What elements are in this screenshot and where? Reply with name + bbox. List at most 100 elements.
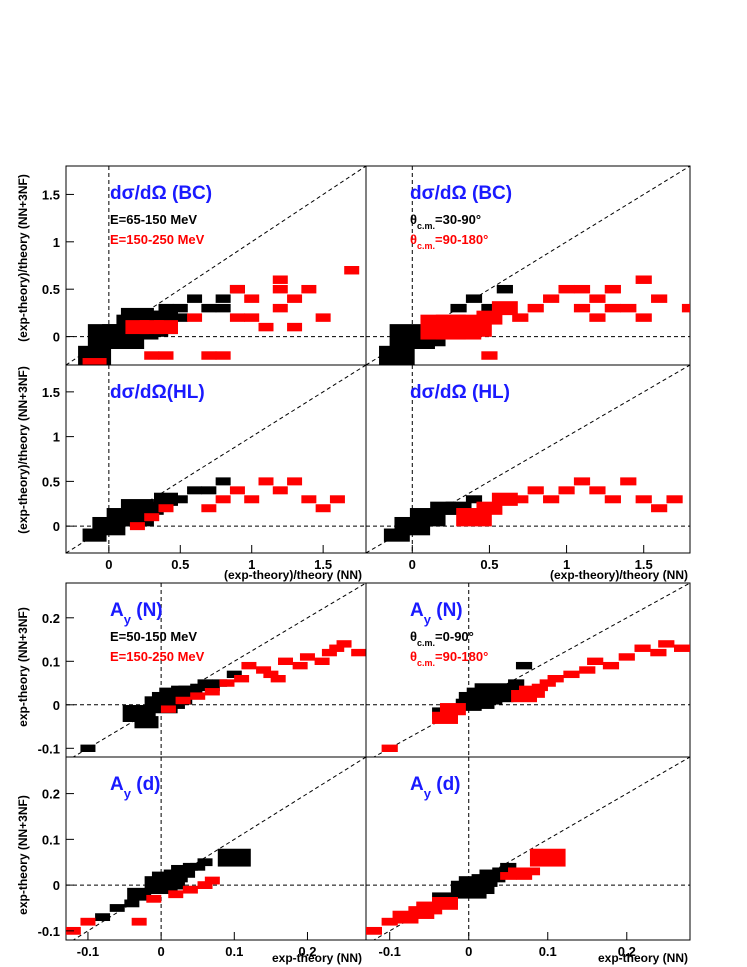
data-box-0-0-9: [158, 303, 174, 313]
data-box-0-1-14: [272, 284, 288, 294]
panel-title-2: dσ/dΩ(HL): [110, 382, 205, 403]
data-box-6-1-2: [131, 917, 147, 926]
data-box-4-1-7: [256, 666, 272, 674]
data-box-0-1-15: [272, 303, 288, 313]
data-box-6-1-4: [168, 890, 184, 899]
diagonal-line-7: [372, 757, 690, 940]
data-box-5-1-6: [539, 679, 556, 687]
data-box-4-1-15: [336, 640, 352, 648]
data-box-2-0-7: [172, 495, 188, 504]
x-tick-label-7-2: 0.1: [539, 944, 557, 959]
data-box-7-1-10: [529, 848, 566, 867]
data-box-4-1-13: [314, 657, 330, 665]
legend-entry-5-1: θc.m.=90-180°: [410, 649, 488, 668]
data-box-5-0-8: [515, 661, 533, 670]
data-box-6-1-7: [204, 876, 220, 885]
y-tick-label-6-1: 0: [53, 878, 60, 893]
data-box-3-1-2: [491, 492, 518, 506]
panel-plot-area-2: [66, 365, 366, 553]
data-box-6-0-0: [95, 913, 111, 922]
legend-entry-1-0: θc.m.=30-90°: [410, 212, 481, 231]
data-box-0-1-8: [215, 351, 231, 360]
data-box-7-0-6: [500, 862, 517, 871]
data-box-1-1-14: [604, 284, 621, 294]
x-tick-label-3-1: 0.5: [480, 557, 498, 572]
xlabel-ay-right: exp-theory (NN): [598, 951, 688, 965]
panel-plot-area-4: [66, 583, 366, 757]
data-box-1-1-12: [589, 294, 606, 303]
data-box-5-1-14: [650, 648, 667, 657]
data-box-3-1-9: [604, 495, 621, 504]
y-tick-label-6-3: 0.2: [42, 787, 60, 802]
x-tick-label-2-3: 1.5: [314, 557, 332, 572]
panel-xs-hl-angle: 0 0.5 1 1.5 dσ/dΩ (HL): [365, 364, 691, 572]
data-box-6-1-5: [182, 885, 198, 894]
data-box-4-1-3: [204, 688, 220, 696]
data-box-1-1-16: [620, 303, 637, 313]
diagonal-line-5: [372, 583, 690, 757]
data-box-0-1-6: [187, 313, 203, 322]
data-box-4-0-8: [190, 683, 206, 692]
panel-ay-n-angle: Ay (N) θc.m.=0-90°θc.m.=90-180°: [365, 582, 691, 758]
y-tick-label-0-0: 0: [53, 330, 60, 345]
data-box-2-0-8: [187, 486, 203, 495]
panel-xs-bc-angle: dσ/dΩ (BC) θc.m.=30-90°θc.m.=90-180°: [365, 165, 691, 366]
data-box-2-1-12: [329, 495, 345, 504]
panel-frame-3: [365, 364, 691, 554]
data-box-4-1-12: [299, 653, 315, 661]
data-box-6-0-1: [109, 904, 125, 912]
panel-title-4: Ay (N): [110, 600, 163, 627]
data-box-5-1-7: [547, 675, 564, 683]
x-tick-label-2-2: 1: [248, 557, 255, 572]
data-box-2-1-6: [244, 495, 260, 504]
data-box-5-1-10: [587, 657, 604, 665]
data-box-1-0-6: [481, 303, 498, 313]
data-box-1-1-5: [481, 351, 498, 360]
data-box-1-0-5: [465, 294, 483, 303]
data-box-7-0-5: [492, 867, 509, 876]
data-box-7-1-8: [515, 872, 533, 880]
data-box-0-1-10: [229, 284, 245, 294]
data-box-6-1-6: [197, 881, 213, 889]
panel-ay-d-energy: -0.1 0 0.1 0.2 -0.1 0 0.1 0.2 Ay (d): [38, 756, 367, 959]
legend-entry-4-1: E=150-250 MeV: [110, 649, 205, 664]
data-box-6-1-3: [146, 894, 162, 903]
data-box-0-1-0: [82, 358, 107, 365]
x-tick-label-6-2: 0.1: [225, 944, 243, 959]
data-box-1-0-4: [450, 303, 467, 313]
data-box-4-1-16: [351, 648, 366, 657]
data-box-3-1-3: [512, 495, 529, 504]
y-tick-label-4-3: 0.2: [42, 611, 60, 626]
data-box-1-0-0: [379, 345, 415, 365]
panel-title-7: Ay (d): [410, 774, 461, 801]
panel-title-6: Ay (d): [110, 774, 161, 801]
x-tick-label-3-3: 1.5: [635, 557, 653, 572]
y-tick-label-0-2: 1: [53, 235, 60, 250]
data-box-3-1-13: [666, 495, 683, 504]
data-box-1-1-19: [651, 294, 668, 303]
x-tick-label-2-1: 0.5: [171, 557, 189, 572]
legend-entry-0-1: E=150-250 MeV: [110, 232, 205, 247]
data-box-0-1-20: [344, 266, 360, 275]
data-box-1-1-9: [558, 284, 575, 294]
x-tick-label-7-0: -0.1: [379, 944, 401, 959]
x-tick-label-3-2: 1: [563, 557, 570, 572]
data-box-1-0-7: [496, 284, 513, 294]
ylabel-top-left-lower: (exp-theory)/theory (NN+3NF): [16, 366, 30, 534]
data-box-0-0-15: [215, 294, 231, 303]
panel-xs-hl-energy: 0 0.5 1 1.5 0 0.5 1 1.5 dσ/dΩ(HL): [42, 364, 367, 572]
data-box-2-0-9: [201, 486, 217, 495]
data-box-0-1-3: [154, 320, 178, 335]
data-box-5-1-5: [531, 683, 548, 692]
data-box-3-1-7: [573, 477, 591, 486]
data-box-3-1-4: [527, 486, 544, 495]
data-box-1-1-10: [573, 303, 591, 313]
data-box-5-1-13: [634, 644, 651, 652]
panel-ay-d-angle: -0.1 0 0.1 0.2 Ay (d): [365, 756, 691, 959]
x-tick-label-3-0: 0: [409, 557, 416, 572]
panel-plot-area-1: [366, 166, 690, 365]
data-box-0-1-19: [315, 313, 331, 322]
data-box-1-1-20: [681, 303, 690, 313]
data-box-0-0-14: [215, 303, 231, 313]
data-box-3-1-5: [543, 495, 560, 504]
